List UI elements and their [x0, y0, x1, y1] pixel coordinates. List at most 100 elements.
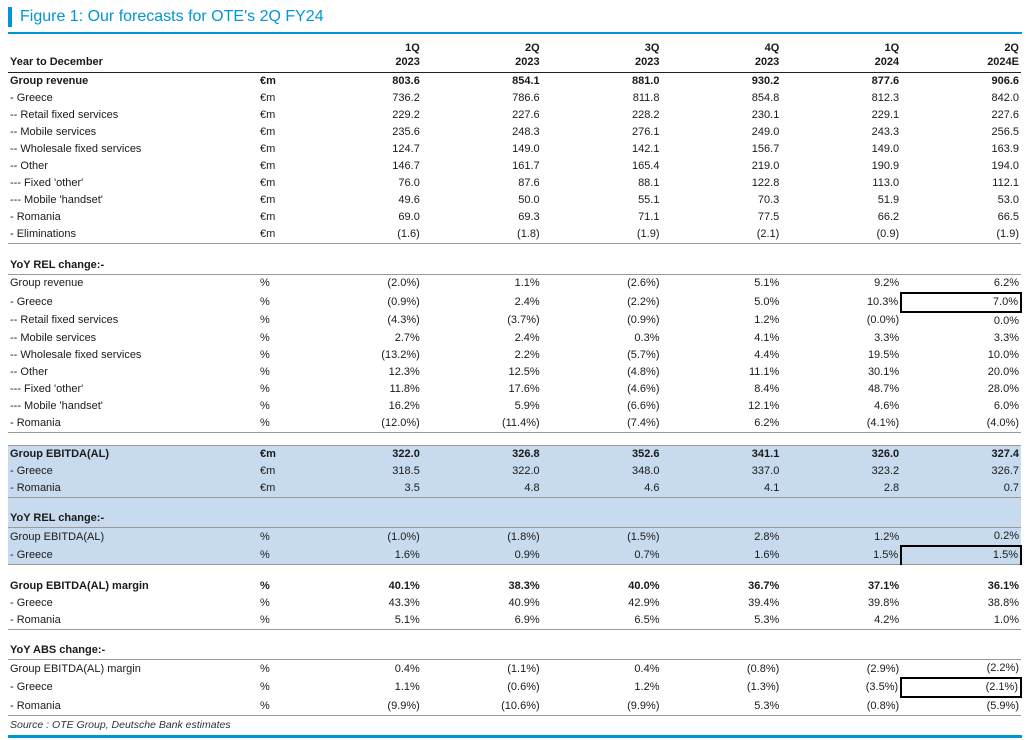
row-label: - Eliminations [8, 226, 258, 244]
cell-value: 113.0 [872, 177, 900, 189]
cell-value: 8.4% [754, 382, 780, 395]
cell-value: 149.0 [512, 143, 540, 155]
cell-value: 6.9% [421, 611, 542, 630]
cell-value: 3.3% [874, 331, 900, 344]
table-row: - Greece €m 736.2 786.6 811.8 854.8 812.3 842.0 [8, 90, 1021, 107]
row-label: -- Retail fixed services [10, 109, 119, 121]
row-unit: % [260, 295, 270, 308]
cell-value: 146.7 [392, 160, 420, 172]
cell-value [661, 629, 781, 642]
cell-value: (2.0%) [387, 277, 420, 289]
cell-value: 30.1% [867, 365, 900, 378]
table-row: -- Wholesale fixed services% (13.2%) 2.2% (… [8, 347, 1021, 364]
row-unit [258, 510, 302, 528]
table-row: - Greece% 1.6% 0.9% 0.7% 1.6% 1.5% 1.5% [8, 545, 1022, 565]
cell-value [901, 510, 1021, 528]
cell-value [781, 510, 902, 528]
cell-value [541, 256, 662, 275]
cell-value: 4.8 [421, 479, 542, 498]
cell-value [901, 629, 1021, 642]
spacer-row [8, 432, 1021, 446]
table-row: --- Mobile 'handset'% 16.2% 5.9% (6.6%) 12.1… [8, 398, 1021, 415]
cell-value: 811.8 [632, 92, 660, 104]
row-label: YoY ABS change:- [8, 642, 258, 660]
cell-value: (5.9%) [901, 697, 1021, 716]
table-row: - Romania €m 3.5 4.8 4.6 4.1 2.8 0.7 [8, 479, 1021, 498]
cell-value: 6.2% [661, 414, 782, 433]
cell-value: 1.6% [661, 546, 782, 565]
cell-value: (1.8) [421, 226, 542, 244]
row-unit: % [260, 579, 270, 592]
cell-value [302, 497, 422, 510]
row-unit: % [260, 596, 270, 609]
table-row: - Romania% (9.9%) (10.6%) (9.9%) 5.3% (0.8%)(… [8, 697, 1021, 716]
cell-value [781, 565, 901, 578]
cell-value: 6.5% [541, 611, 662, 630]
row-label: -- Other [10, 160, 48, 172]
table-row: --- Fixed 'other'% 11.8% 17.6% (4.6%) 8.4% 48… [8, 381, 1021, 398]
spacer-row [8, 244, 1021, 257]
cell-value: 4.6 [541, 479, 662, 498]
cell-value: (12.0%) [302, 414, 422, 433]
cell-value: 5.1% [754, 277, 780, 289]
row-label: --- Mobile 'handset' [10, 194, 103, 206]
table-row: - Romania% (12.0%) (11.4%) (7.4%) 6.2% (4.1%)… [8, 414, 1021, 433]
row-label: - Romania [8, 611, 258, 630]
cell-value: 341.1 [661, 445, 782, 463]
cell-value: 161.7 [512, 160, 540, 172]
row-unit: €m [260, 194, 276, 206]
cell-value: 1.1% [394, 681, 420, 693]
table-row: YoY ABS change:- [8, 642, 1021, 660]
row-label: Group EBITDA(AL) [8, 527, 258, 546]
cell-value: (4.1%) [781, 414, 902, 433]
cell-value: (0.9%) [627, 314, 660, 326]
table-row: -- Mobile services% 2.7% 2.4% 0.3% 4.1% 3.3% 3… [8, 330, 1021, 347]
cell-value: 112.1 [992, 177, 1019, 189]
cell-value [541, 432, 662, 446]
title-accent-bar [8, 7, 12, 27]
row-unit: % [260, 662, 270, 675]
table-row: - Greece% (0.9%) 2.4% (2.2%) 5.0% 10.3% 7.0% [8, 291, 1022, 313]
forecast-table: Year to December 1Q 2023 2Q 2023 3Q 2023… [8, 41, 1022, 716]
cell-value: (4.3%) [387, 314, 420, 326]
cell-value: 39.4% [748, 596, 780, 609]
cell-value: 0.7% [541, 546, 662, 565]
cell-value [661, 642, 782, 660]
cell-value: 337.0 [661, 462, 782, 480]
cell-value: 124.7 [392, 143, 420, 155]
cell-value: 156.7 [751, 143, 780, 155]
cell-value: (0.0%) [866, 314, 900, 326]
cell-value [901, 565, 1021, 578]
row-unit: % [258, 546, 302, 565]
row-label: YoY REL change:- [8, 256, 258, 275]
cell-value: 229.1 [871, 109, 900, 121]
cell-value [781, 642, 902, 660]
cell-value [302, 565, 422, 578]
cell-value [781, 497, 902, 510]
row-label: - Romania [10, 211, 61, 223]
cell-value: 812.3 [871, 92, 900, 104]
spacer-row [8, 629, 1021, 642]
cell-value [422, 244, 542, 257]
cell-value: 227.6 [512, 109, 540, 121]
table-row: -- Other% 12.3% 12.5% (4.8%) 11.1% 30.1% 20.0% [8, 364, 1021, 381]
cell-value: 4.4% [754, 348, 780, 361]
row-unit: €m [260, 109, 276, 121]
row-label: --- Mobile 'handset' [10, 399, 103, 412]
cell-value: 11.1% [748, 365, 780, 378]
row-unit: €m [260, 143, 276, 155]
row-label: - Greece [8, 546, 258, 565]
table-row: - Greece €m 318.5 322.0 348.0 337.0 323.2 326.7 [8, 462, 1021, 480]
cell-value: 7.0% [900, 291, 1022, 313]
row-label: Group EBITDA(AL) margin [10, 579, 149, 592]
cell-value: 0.9% [421, 546, 542, 565]
cell-value: 36.7% [748, 579, 780, 592]
cell-value: 69.0 [398, 211, 420, 223]
cell-value: 43.3% [388, 596, 420, 609]
cell-value: 49.6 [398, 194, 420, 206]
cell-value [661, 565, 781, 578]
cell-value: 327.4 [901, 445, 1021, 463]
row-unit: % [260, 399, 270, 412]
cell-value [541, 497, 662, 510]
